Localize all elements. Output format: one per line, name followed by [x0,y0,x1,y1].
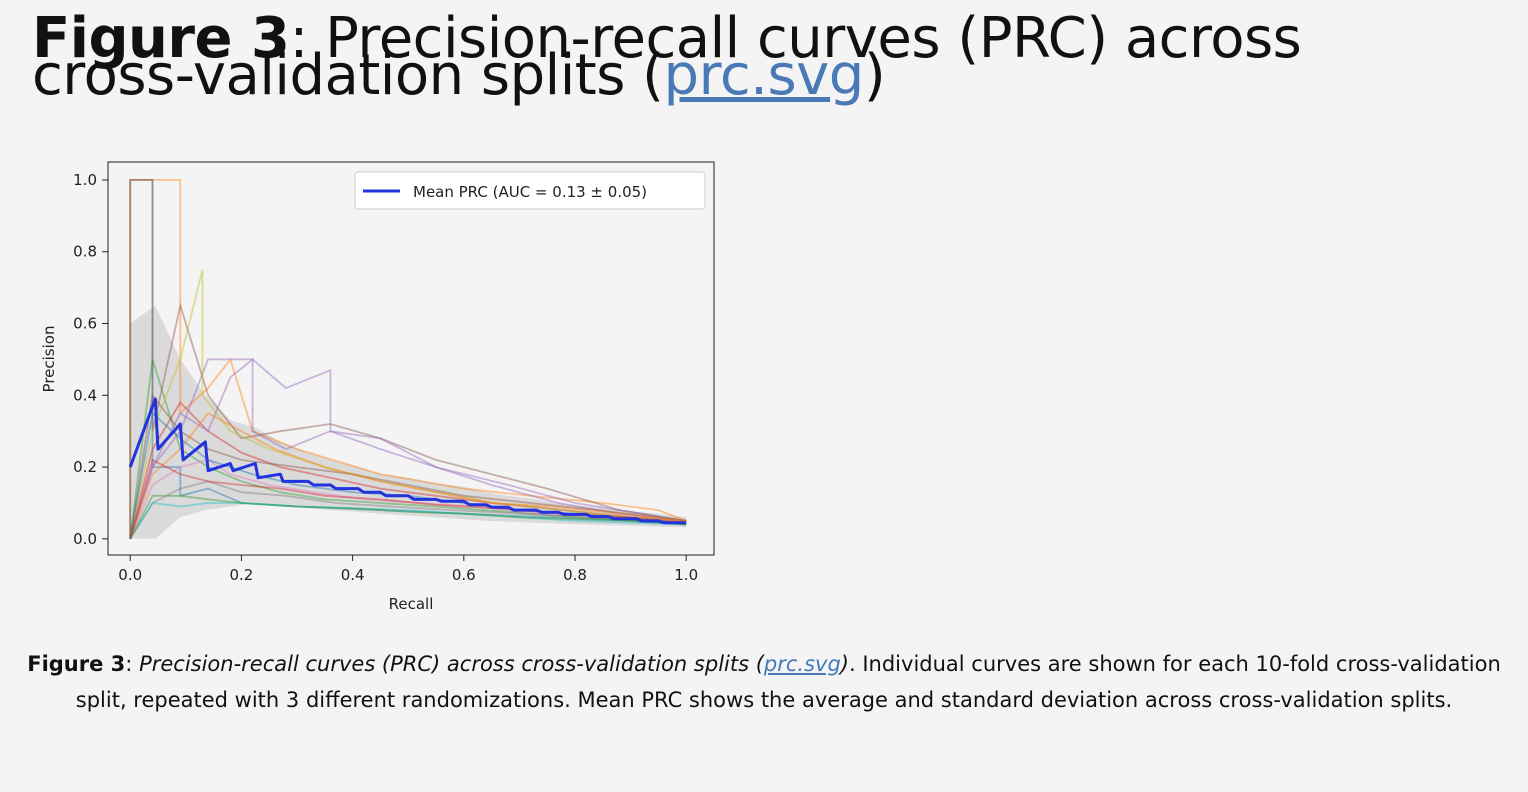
caption-sep: : [125,652,140,676]
split-curve-13 [129,412,687,540]
caption-figure-label: Figure 3 [27,652,126,676]
split-curve-14 [129,494,687,540]
split-curve-4 [129,401,687,540]
prc-figure: 0.0 0.2 0.4 0.6 0.8 1.0 0.0 0.2 0.4 0.6 0.8 1.0 Re… [30,152,730,626]
prc-chart: 0.0 0.2 0.4 0.6 0.8 1.0 0.0 0.2 0.4 0.6 0.8 1.0 Re… [40,161,715,613]
legend: Mean PRC (AUC = 0.13 ± 0.05) [354,171,706,210]
split-curve-8 [129,480,687,540]
split-curves-layer [129,178,687,540]
std-deviation-band [130,305,687,539]
axes-frame [107,161,715,556]
split-curve-11 [129,357,687,540]
x-tick-label: 0.0 [118,566,142,584]
heading-svg-link[interactable]: prc.svg [663,43,865,108]
legend-box [354,171,706,210]
x-axis-ticks: 0.0 0.2 0.4 0.6 0.8 1.0 [118,555,698,584]
split-curve-9 [129,269,687,539]
caption-svg-link[interactable]: prc.svg [763,652,841,676]
figure-heading: Figure 3: Precision-recall curves (PRC) … [32,11,1472,104]
x-tick-label: 1.0 [674,566,698,584]
split-curve-3 [129,359,687,539]
y-tick-label: 0.4 [73,386,97,404]
y-tick-label: 0.2 [73,458,97,476]
caption-body: . Individual curves are shown for each 1… [75,652,1501,712]
split-curve-10 [129,502,687,540]
split-curve-2 [129,178,687,539]
y-tick-label: 0.8 [73,243,97,261]
y-tick-label: 0.6 [73,315,97,333]
caption-italic-title: Precision-recall curves (PRC) across cro… [139,652,764,676]
y-axis-label: Precision [40,326,58,393]
x-tick-label: 0.4 [341,566,365,584]
heading-title: : Precision-recall curves (PRC) across c… [32,6,1302,108]
mean-prc-curve [128,397,687,525]
figure-caption: Figure 3: Precision-recall curves (PRC) … [24,646,1504,718]
y-axis-ticks: 0.0 0.2 0.4 0.6 0.8 1.0 [73,171,108,548]
std-band-layer [130,305,687,539]
x-tick-label: 0.8 [563,566,587,584]
caption-italic-close: ) [840,652,849,676]
heading-close: ) [863,43,886,108]
legend-label-mean: Mean PRC (AUC = 0.13 ± 0.05) [413,183,647,201]
x-tick-label: 0.2 [230,566,254,584]
split-curve-1 [129,178,687,539]
y-tick-label: 0.0 [73,530,97,548]
mean-curve-layer [128,397,687,525]
x-axis-label: Recall [389,595,434,613]
y-tick-label: 1.0 [73,171,97,189]
split-curve-5 [129,358,687,540]
x-tick-label: 0.6 [452,566,476,584]
split-curve-6 [129,178,687,539]
